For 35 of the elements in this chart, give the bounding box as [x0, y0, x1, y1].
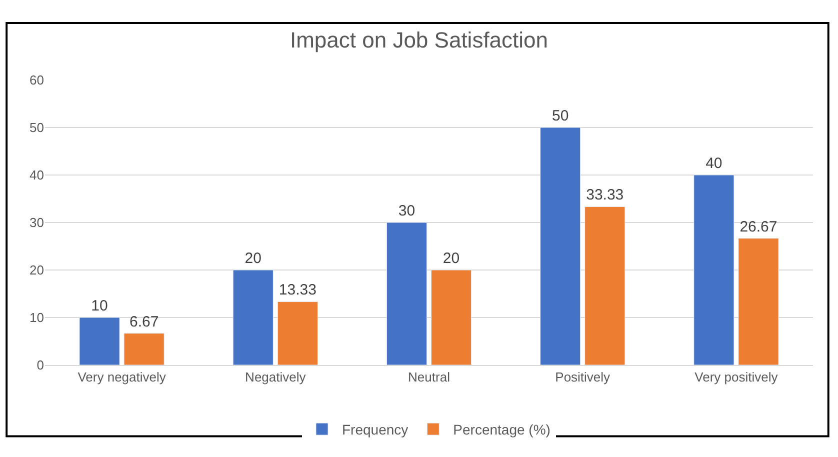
legend-label: Frequency: [342, 422, 408, 438]
y-tick-label: 20: [30, 262, 44, 278]
x-tick-label: Negatively: [245, 370, 306, 385]
y-tick-label: 60: [30, 72, 44, 88]
data-label: 6.67: [129, 313, 159, 330]
bar: [79, 317, 120, 365]
data-label: 50: [552, 108, 569, 124]
data-label: 20: [442, 250, 460, 267]
y-tick-label: 30: [30, 215, 44, 230]
data-label: 26.67: [740, 218, 778, 236]
x-tick-label: Neutral: [408, 370, 450, 385]
bar: [584, 206, 626, 365]
bar: [430, 270, 472, 365]
x-tick-label: Very negatively: [78, 370, 166, 385]
y-tick-label: 50: [30, 120, 44, 136]
bar: [232, 270, 274, 365]
bar: [277, 301, 318, 365]
data-label: 40: [706, 155, 722, 172]
x-tick-label: Very positively: [694, 370, 778, 385]
bar: [694, 174, 734, 365]
data-label: 33.33: [586, 186, 624, 204]
data-label: 30: [398, 202, 416, 220]
bar: [738, 238, 779, 365]
data-label: 13.33: [278, 282, 316, 299]
bar: [124, 333, 164, 365]
chart-title: Impact on Job Satisfaction: [290, 27, 548, 52]
data-label: 20: [244, 250, 262, 267]
legend-label: Percentage (%): [453, 422, 550, 438]
bar: [386, 222, 428, 365]
data-label: 10: [91, 298, 108, 314]
y-tick-label: 10: [30, 310, 44, 326]
x-tick-label: Positively: [555, 370, 611, 385]
bar: [540, 127, 581, 365]
y-tick-label: 40: [30, 168, 44, 183]
y-tick-label: 0: [36, 358, 44, 373]
